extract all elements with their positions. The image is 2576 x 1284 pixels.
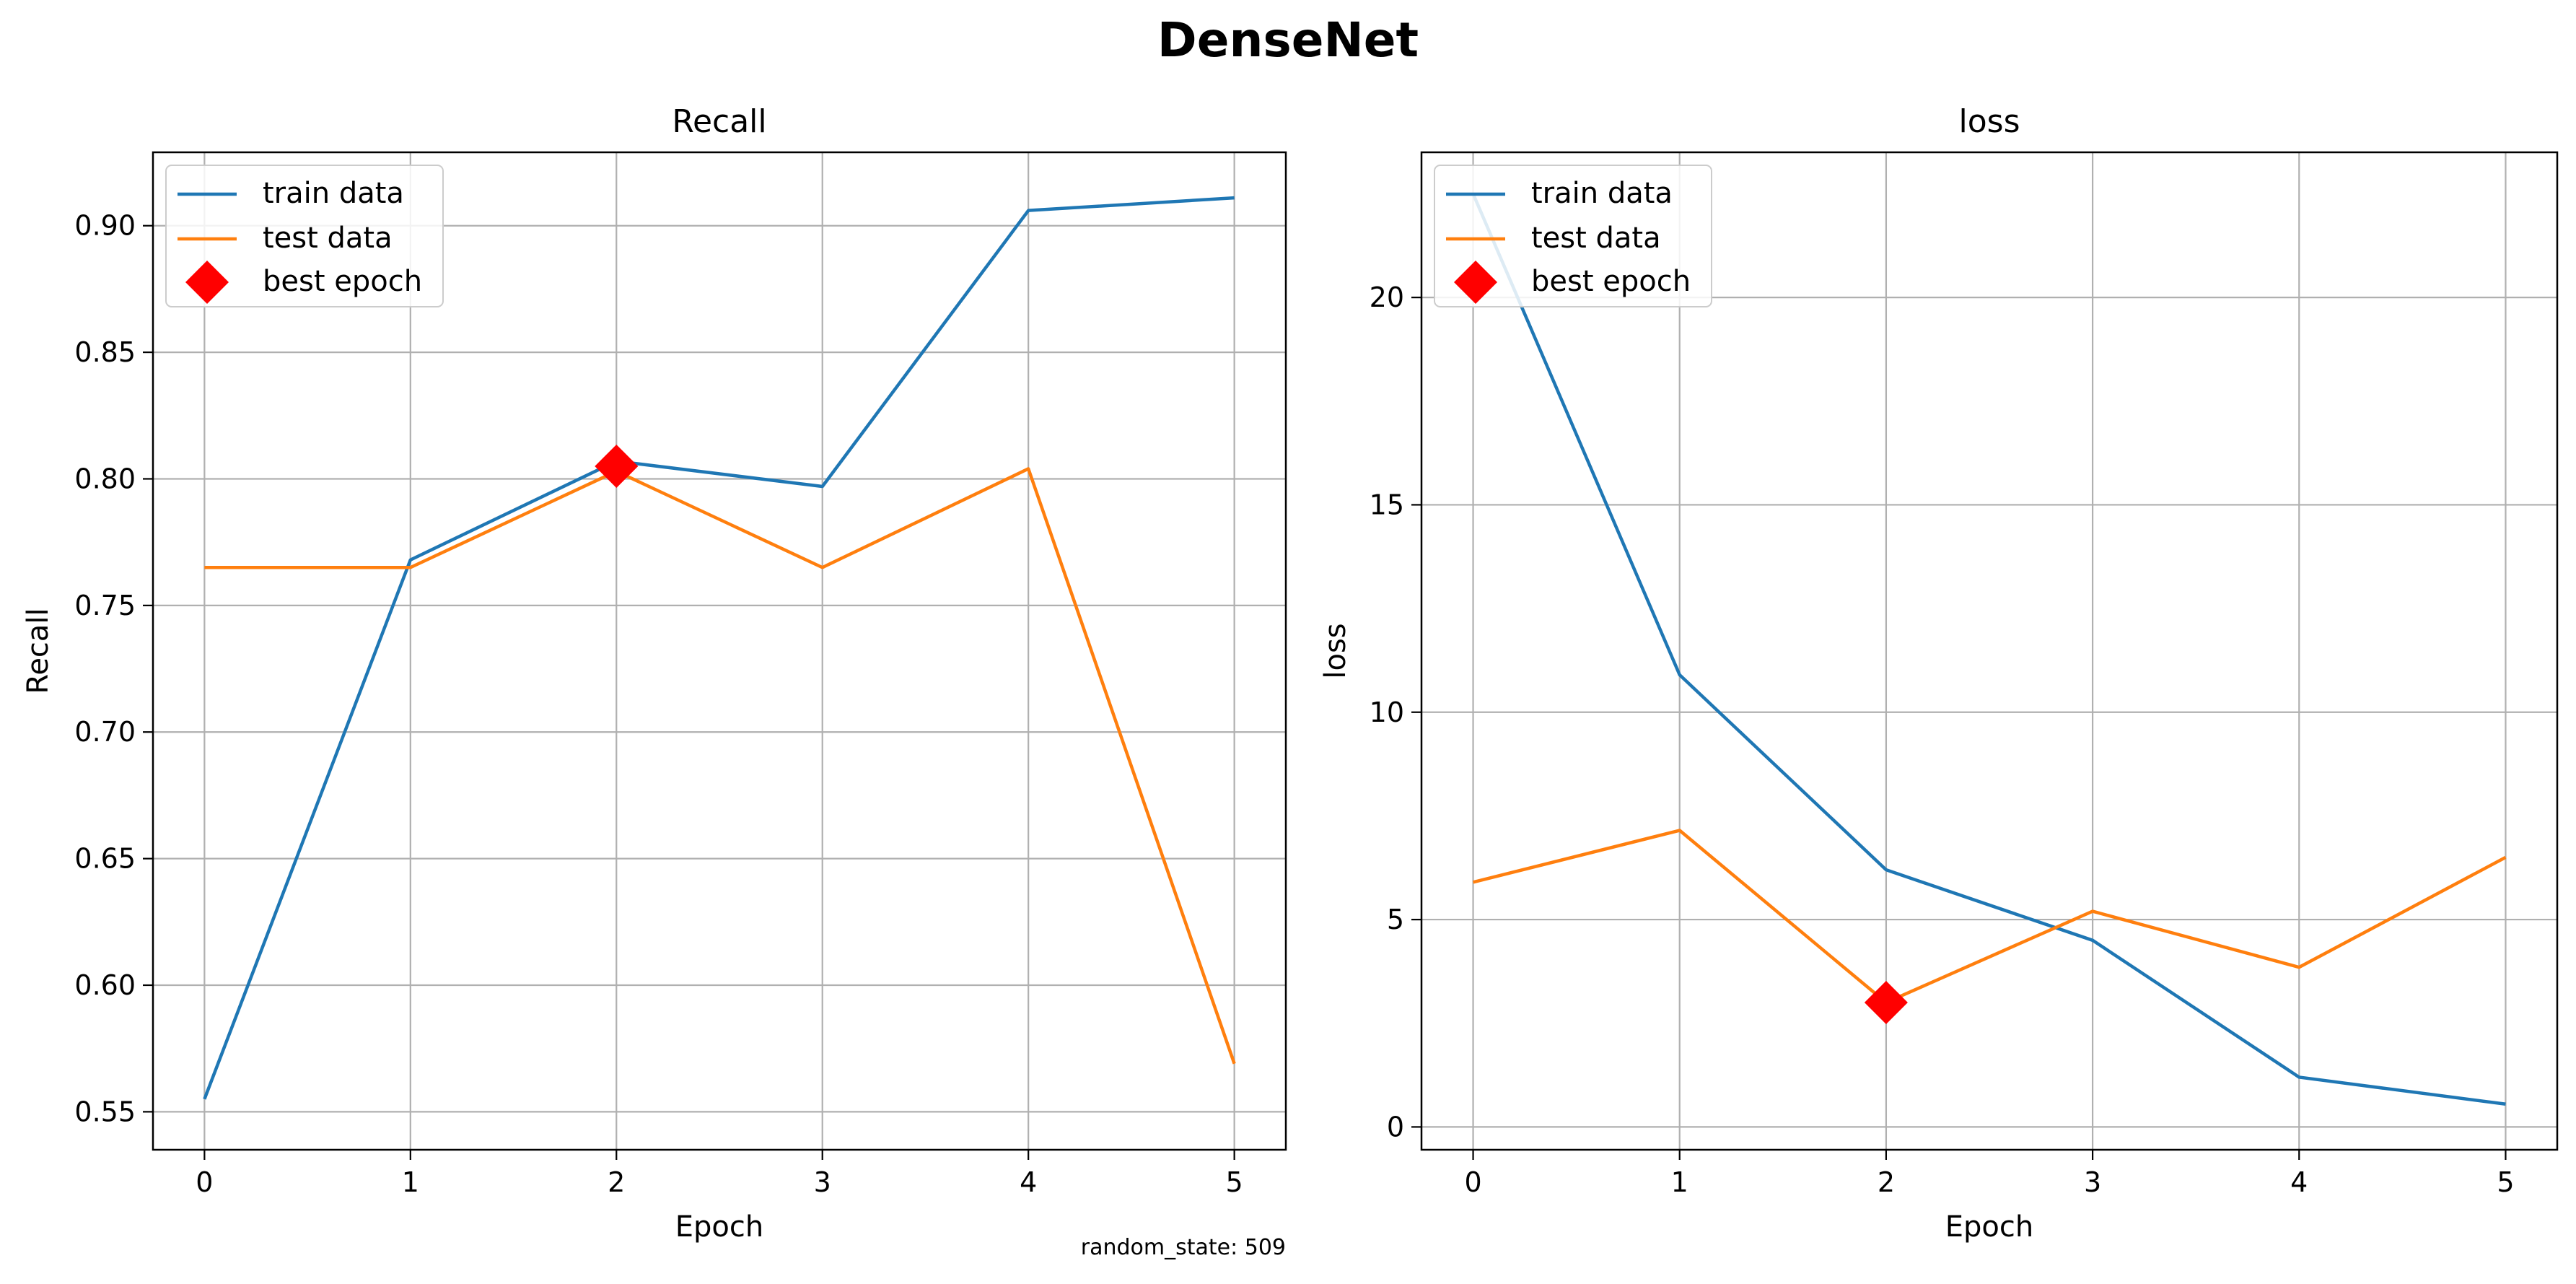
- y-tick-label: 0.85: [74, 336, 136, 368]
- loss-best-epoch-marker: [1864, 981, 1908, 1025]
- y-tick-label: 0.70: [74, 716, 136, 748]
- x-tick-label: 2: [608, 1166, 625, 1198]
- legend-box: [1434, 165, 1712, 307]
- loss-train-line: [1471, 193, 2506, 1106]
- recall-chart-panel: 0 1 2 3 4 5 0.55 0.60 0.65 0.70 0.75 0.80 0.85 0.90 Re…: [22, 103, 1287, 1244]
- y-tick-label: 0.55: [74, 1096, 136, 1127]
- legend-train-label: train data: [263, 177, 404, 210]
- x-tick-label: 3: [2084, 1166, 2101, 1198]
- x-tick-label: 1: [1671, 1166, 1688, 1198]
- y-tick-label: 5: [1387, 904, 1404, 935]
- legend-test-label: test data: [1531, 222, 1661, 255]
- legend-test-label: test data: [263, 222, 393, 255]
- y-tick-label: 0.60: [74, 969, 136, 1001]
- recall-train-line: [203, 196, 1235, 1100]
- figure-title: DenseNet: [1157, 12, 1419, 68]
- x-tick-label: 5: [1226, 1166, 1243, 1198]
- legend-best-swatch: [1454, 261, 1497, 304]
- y-tick-label: 10: [1370, 696, 1404, 728]
- recall-test-line: [204, 467, 1236, 1065]
- loss-y-axis-label: loss: [1319, 623, 1352, 678]
- y-tick-label: 0.80: [74, 463, 136, 494]
- legend-box: [165, 165, 444, 307]
- loss-x-axis-label: Epoch: [1945, 1210, 2033, 1244]
- loss-chart-panel: 0 1 2 3 4 5 0 5 10 15 20 loss Epoch loss train data tes…: [1319, 103, 2559, 1244]
- y-tick-label: 0.65: [74, 843, 136, 875]
- y-tick-label: 0.75: [74, 590, 136, 621]
- x-tick-label: 4: [1020, 1166, 1037, 1198]
- x-tick-label: 2: [1878, 1166, 1895, 1198]
- legend-best-label: best epoch: [1531, 265, 1691, 298]
- x-tick-label: 3: [814, 1166, 831, 1198]
- loss-chart-title: loss: [1959, 103, 2020, 140]
- x-tick-label: 1: [402, 1166, 419, 1198]
- recall-best-epoch-marker: [595, 444, 639, 488]
- legend-train-label: train data: [1531, 177, 1673, 210]
- axes-frame: [152, 151, 1287, 1151]
- x-tick-label: 4: [2290, 1166, 2308, 1198]
- y-tick-label: 15: [1370, 489, 1404, 520]
- random-state-note: random_state: 509: [1081, 1235, 1286, 1260]
- recall-y-axis-label: Recall: [22, 608, 55, 694]
- y-tick-label: 20: [1370, 281, 1404, 313]
- recall-x-axis-label: Epoch: [675, 1210, 763, 1244]
- y-tick-label: 0.90: [74, 210, 136, 242]
- x-tick-label: 5: [2497, 1166, 2514, 1198]
- loss-test-line: [1472, 829, 2507, 1005]
- x-tick-label: 0: [196, 1166, 213, 1198]
- legend-best-label: best epoch: [263, 265, 422, 298]
- legend-best-swatch: [185, 261, 229, 304]
- y-tick-label: 0: [1387, 1111, 1404, 1143]
- x-tick-label: 0: [1464, 1166, 1481, 1198]
- axes-frame: [1420, 151, 2559, 1151]
- recall-chart-title: Recall: [672, 103, 766, 140]
